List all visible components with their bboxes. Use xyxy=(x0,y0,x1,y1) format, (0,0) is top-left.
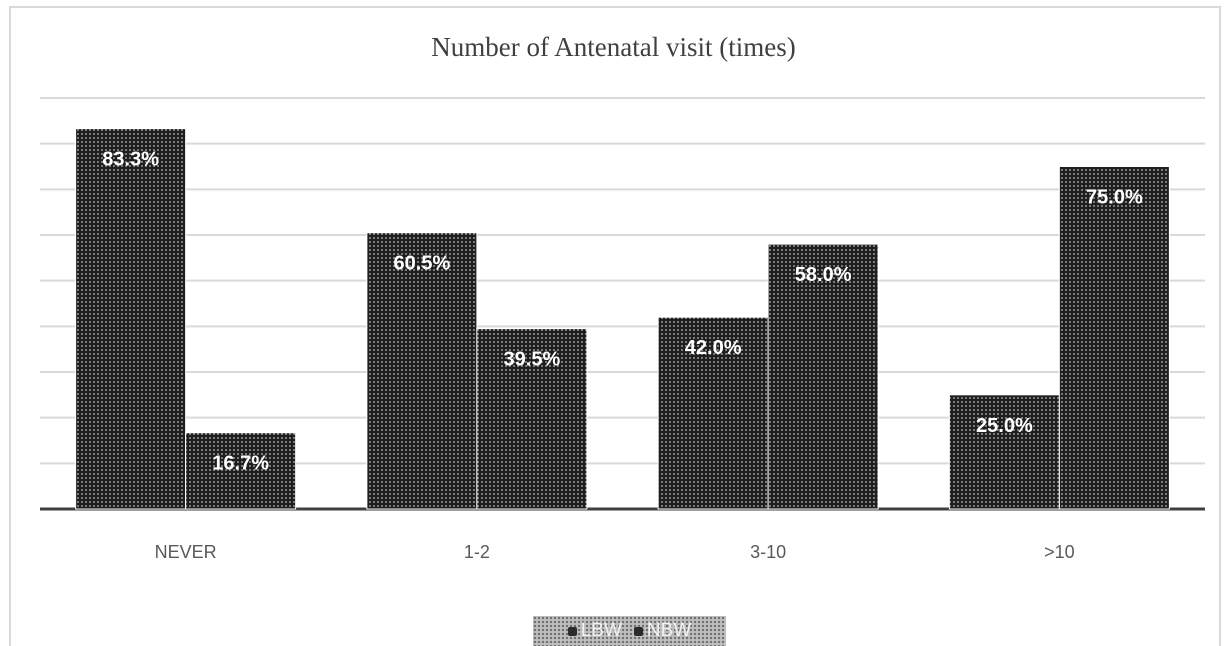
bar-nbw-1 xyxy=(476,328,588,510)
legend-key-lbw xyxy=(567,626,577,636)
chart-title: Number of Antenatal visit (times) xyxy=(431,32,796,62)
data-label: 42.0% xyxy=(685,337,742,359)
legend-key-nbw xyxy=(633,626,643,636)
data-label: 83.3% xyxy=(102,149,159,171)
data-label: 75.0% xyxy=(1086,187,1143,209)
data-label: 16.7% xyxy=(212,453,269,475)
legend-item-lbw: LBW xyxy=(567,620,622,642)
data-label: 60.5% xyxy=(394,253,451,275)
x-tick-label: NEVER xyxy=(155,542,217,562)
bar-nbw-3 xyxy=(1058,166,1170,510)
legend-label-nbw: NBW xyxy=(646,620,692,641)
chart-legend: LBW NBW xyxy=(533,616,726,646)
chart-frame xyxy=(9,6,1221,646)
x-tick-label: 1-2 xyxy=(464,542,490,562)
x-tick-label: >10 xyxy=(1044,542,1075,562)
bar-nbw-2 xyxy=(767,243,879,510)
data-label: 39.5% xyxy=(504,349,561,371)
bar-lbw-3 xyxy=(948,394,1060,510)
bar-lbw-0 xyxy=(75,128,187,510)
bar-nbw-0 xyxy=(185,432,297,510)
legend-label-lbw: LBW xyxy=(580,620,622,641)
data-label: 25.0% xyxy=(976,415,1033,437)
legend-item-nbw: NBW xyxy=(633,620,692,642)
data-label: 58.0% xyxy=(795,264,852,286)
x-tick-label: 3-10 xyxy=(750,542,786,562)
